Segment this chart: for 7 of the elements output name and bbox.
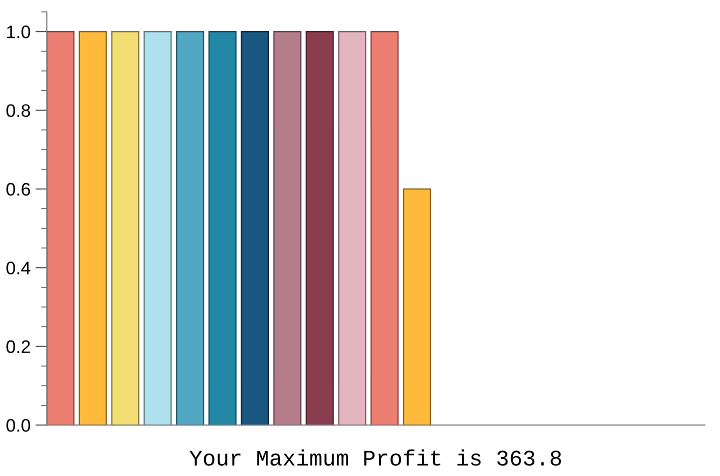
y-tick-label: 1.0	[7, 26, 30, 38]
y-tick-label: 0.6	[6, 182, 30, 196]
y-tick-label: 0.2	[6, 340, 30, 354]
y-tick-label: 0.4	[6, 262, 30, 274]
y-tick-label: 0.8	[6, 104, 30, 117]
y-tick-label: 0.0	[6, 419, 30, 432]
x-axis-title: Your Maximum Profit is 363.8	[190, 449, 562, 466]
